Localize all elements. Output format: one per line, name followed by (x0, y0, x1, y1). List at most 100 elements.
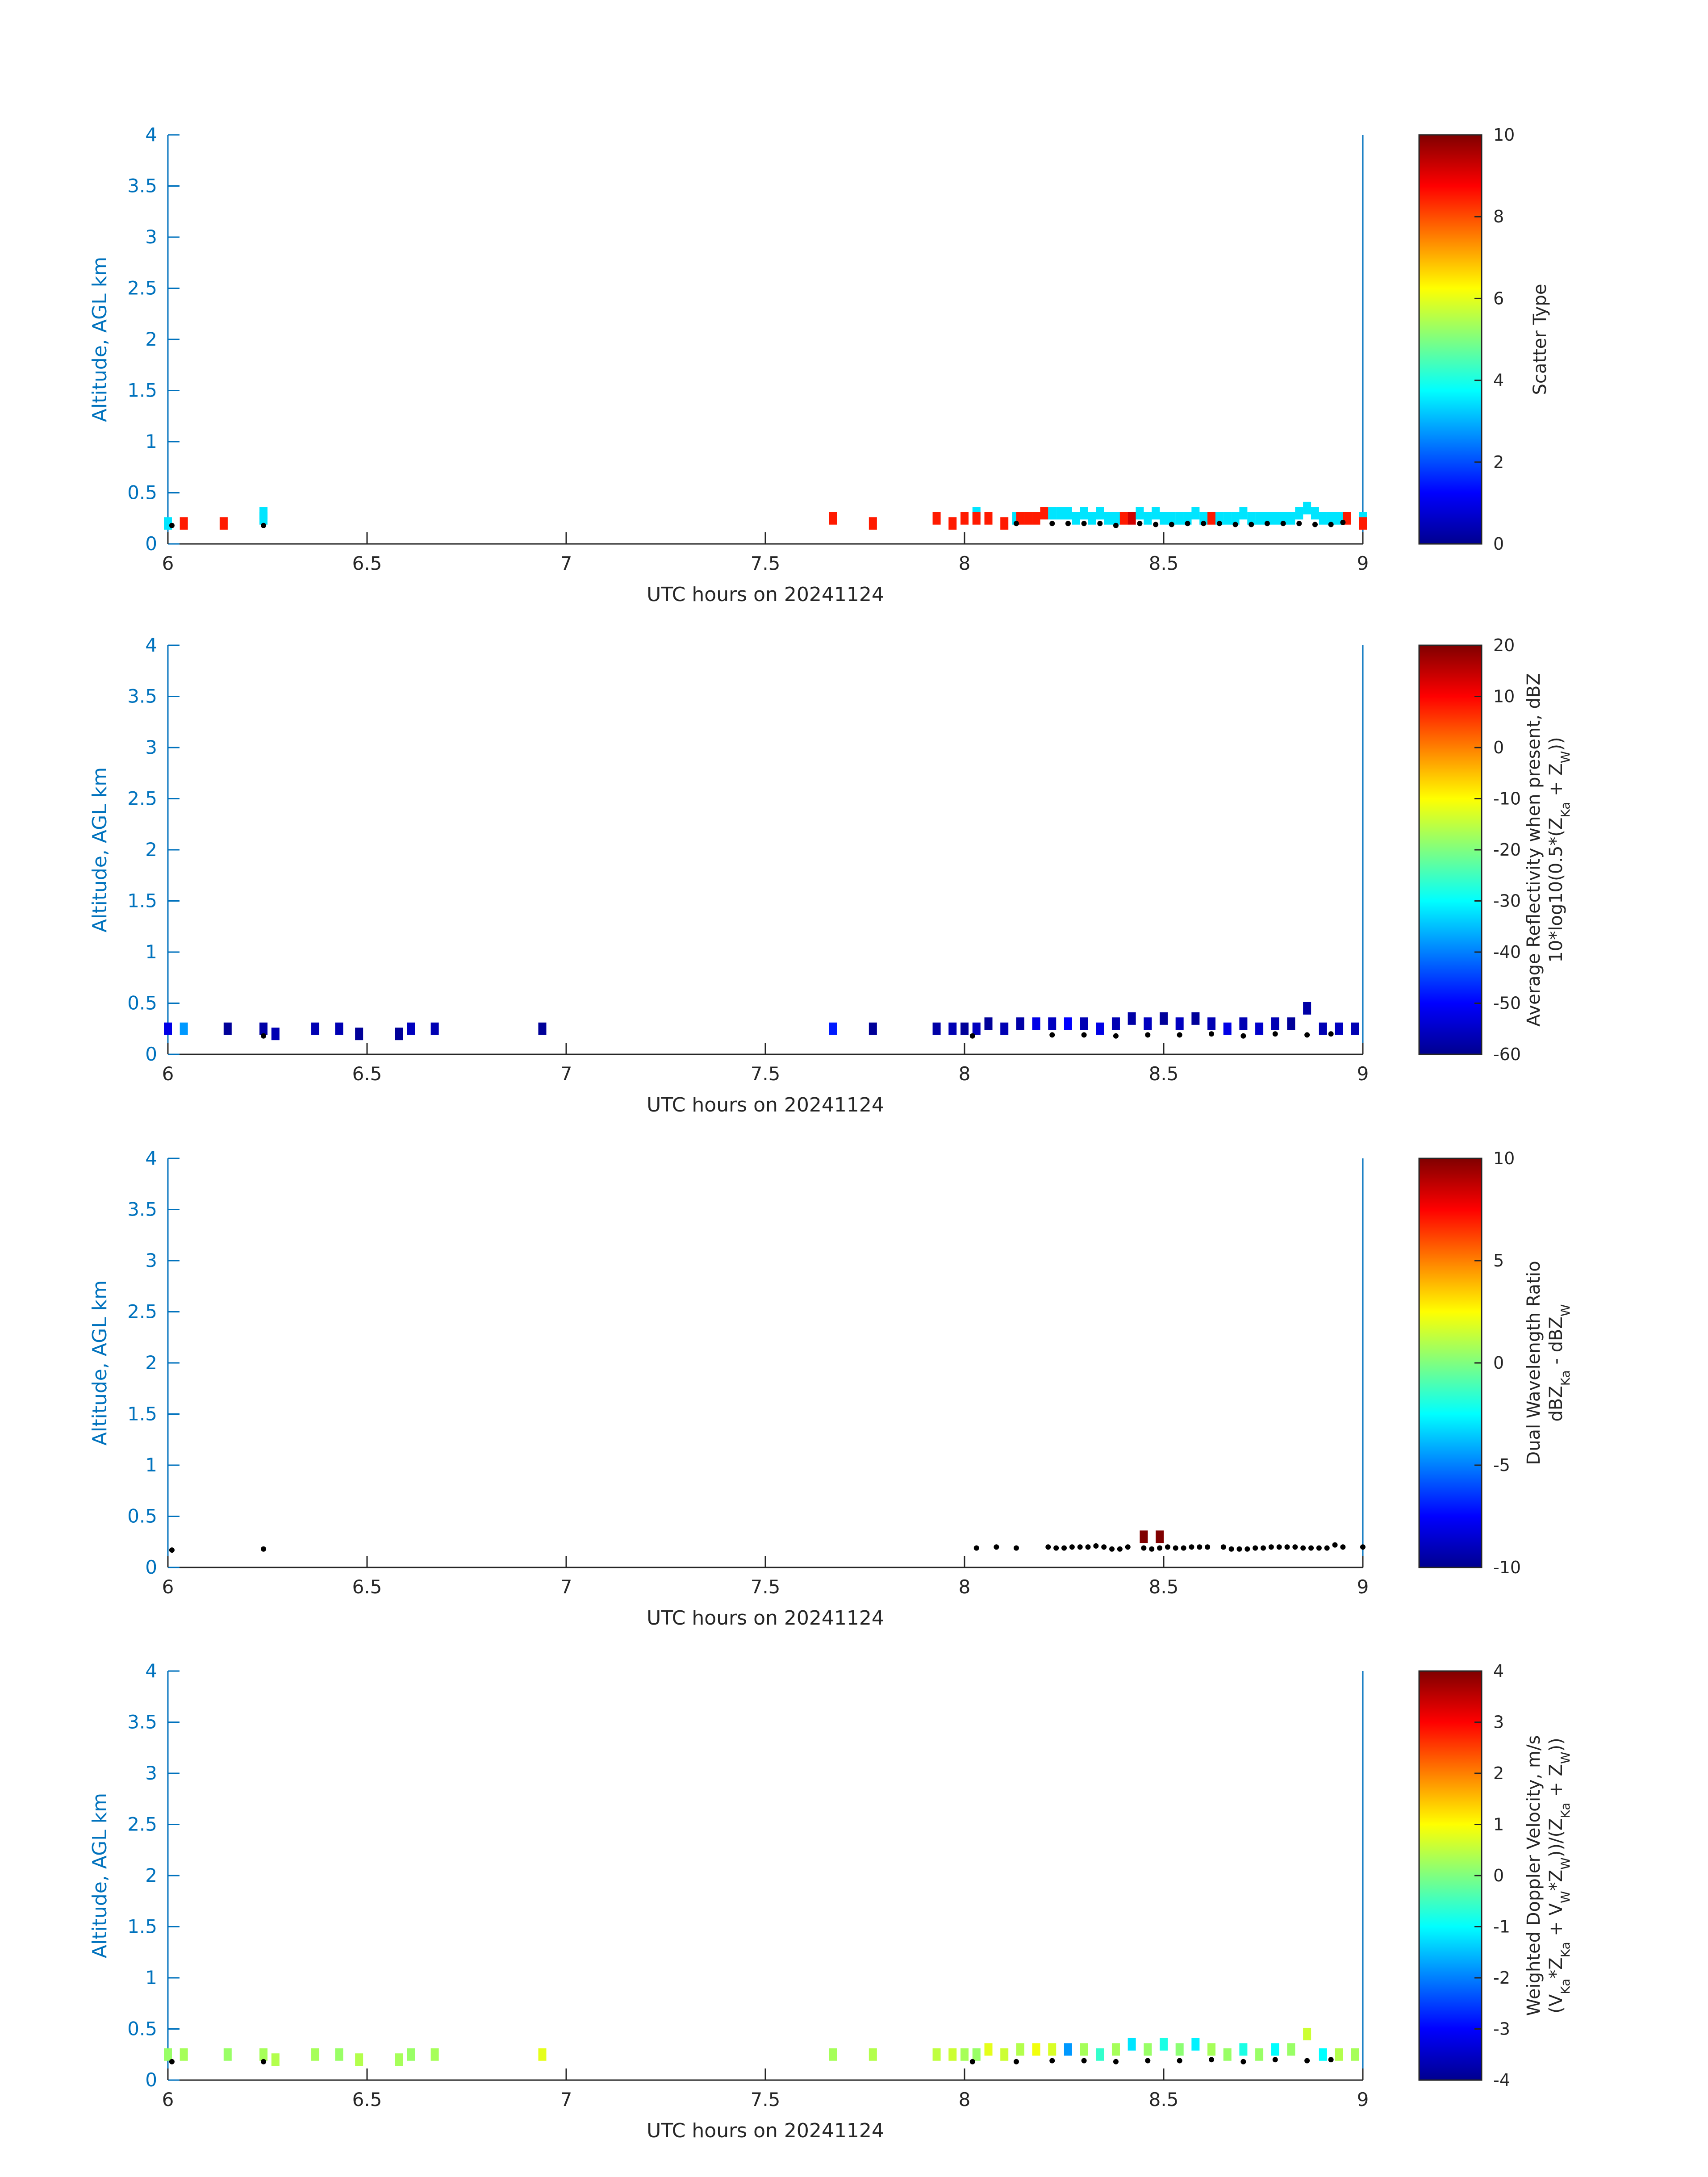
heatmap-cell (1000, 2048, 1009, 2061)
x-tick-label: 9 (1357, 1063, 1369, 1085)
heatmap-cell (960, 512, 969, 525)
ground-marker (1065, 521, 1071, 526)
x-tick-label: 6.5 (352, 2089, 382, 2110)
heatmap-cell (829, 1022, 837, 1035)
y-tick-label: 0.5 (127, 482, 157, 504)
heatmap-cell (1239, 2043, 1248, 2056)
colorbar-tick-label: -40 (1493, 942, 1521, 962)
ground-marker (1328, 2057, 1334, 2063)
heatmap-cell (259, 1022, 268, 1035)
x-tick-label: 6.5 (352, 552, 382, 574)
chart-panel-4: 0 0.5 1 1.5 2 2.5 3 3.5 4 6 6.5 7 7.5 8 8.5 9 UTC hours … (88, 1660, 1573, 2142)
ground-marker (1049, 521, 1055, 526)
ground-marker (1045, 1544, 1051, 1550)
heatmap-cell (932, 512, 941, 525)
y-tick-label: 3.5 (127, 1199, 157, 1220)
heatmap-cell (1080, 2043, 1088, 2056)
heatmap-cell (932, 2048, 941, 2061)
heatmap-cell (1136, 507, 1144, 520)
y-axis-label: Altitude, AGL km (88, 1793, 111, 1958)
ground-marker (1201, 521, 1207, 526)
heatmap-cell (311, 2048, 320, 2061)
ground-marker (1316, 1545, 1322, 1551)
ground-marker (1109, 1546, 1115, 1552)
x-tick-label: 9 (1357, 1576, 1369, 1598)
heatmap-cell (1111, 1017, 1120, 1030)
x-tick-label: 7.5 (751, 1063, 781, 1085)
heatmap-cell (1175, 1017, 1184, 1030)
colorbar-formula: (VKa*ZKa + VW*ZW))/(ZKa + ZW)) (1546, 1738, 1573, 2014)
heatmap-cell (932, 1022, 941, 1035)
y-tick-label: 3 (145, 736, 157, 758)
heatmap-cell (180, 1022, 188, 1035)
x-tick-label: 8 (959, 2089, 971, 2110)
heatmap-cell (869, 1022, 877, 1035)
ground-marker (1049, 1032, 1055, 1038)
heatmap-cell (972, 2048, 981, 2061)
ground-marker (1137, 521, 1143, 526)
y-tick-label: 2.5 (127, 788, 157, 810)
heatmap-cell (1048, 2043, 1057, 2056)
heatmap-cell (1319, 512, 1327, 525)
heatmap-cell (1335, 1022, 1343, 1035)
heatmap-cell (1351, 1022, 1359, 1035)
colorbar-tick-label: 3 (1493, 1713, 1504, 1732)
heatmap-cell (1359, 517, 1367, 530)
heatmap-cell (1239, 1017, 1248, 1030)
heatmap-cell (1207, 1017, 1216, 1030)
heatmap-cell (1223, 1022, 1232, 1035)
heatmap-cell (1128, 512, 1136, 525)
heatmap-cell (1263, 512, 1271, 525)
heatmap-cell (1160, 512, 1168, 525)
heatmap-cell (1303, 501, 1311, 514)
ground-marker (1253, 1545, 1258, 1551)
heatmap-cell (1111, 2043, 1120, 2056)
ground-marker (1049, 2058, 1055, 2064)
y-tick-label: 3 (145, 226, 157, 248)
heatmap-cell (223, 2048, 232, 2061)
colorbar-tick-label: 10 (1493, 1149, 1515, 1168)
heatmap-cell (1152, 507, 1160, 520)
heatmap-cell (1064, 1017, 1072, 1030)
colorbar-tick-label: 0 (1493, 1866, 1504, 1885)
x-tick-label: 7 (560, 2089, 572, 2110)
heatmap-cell (1064, 507, 1072, 520)
ground-marker (1244, 1546, 1250, 1552)
colorbar-formula: dBZKa - dBZW (1546, 1304, 1573, 1421)
heatmap-cell (1255, 2048, 1264, 2061)
heatmap-cell (1255, 512, 1264, 525)
heatmap-cell (829, 2048, 837, 2061)
heatmap-cell (395, 1028, 403, 1040)
ground-marker (1125, 1544, 1131, 1550)
ground-marker (1013, 2059, 1019, 2064)
ground-marker (969, 1033, 975, 1039)
heatmap-cell (180, 517, 188, 530)
x-tick-label: 6.5 (352, 1576, 382, 1598)
ground-marker (1268, 1544, 1274, 1550)
x-tick-label: 7.5 (751, 2089, 781, 2110)
y-tick-label: 2.5 (127, 277, 157, 299)
colorbar-label: Average Reflectivity when present, dBZ (1524, 673, 1544, 1026)
heatmap-cell (1199, 512, 1208, 525)
heatmap-cell (223, 1022, 232, 1035)
ground-marker (261, 2059, 267, 2064)
heatmap-cell (1144, 1017, 1152, 1030)
chart-panel-3: 0 0.5 1 1.5 2 2.5 3 3.5 4 6 6.5 7 7.5 8 8.5 9 UTC hours … (88, 1147, 1573, 1630)
y-tick-label: 3.5 (127, 175, 157, 197)
heatmap-cell (407, 1022, 415, 1035)
heatmap-cell (1303, 2027, 1311, 2040)
ground-marker (1113, 522, 1119, 528)
colorbar-tick-label: 10 (1493, 125, 1515, 145)
ground-marker (1324, 1545, 1330, 1551)
heatmap-cell (164, 1022, 172, 1035)
heatmap-cell (430, 1022, 439, 1035)
ground-marker (261, 522, 267, 528)
colorbar-tick-label: -30 (1493, 891, 1521, 911)
ground-marker (1081, 2058, 1087, 2064)
heatmap-cell (1191, 2038, 1200, 2051)
ground-marker (1284, 1544, 1290, 1550)
heatmap-cell (1032, 1017, 1040, 1030)
x-tick-label: 8.5 (1149, 2089, 1179, 2110)
heatmap-cell (538, 2048, 547, 2061)
heatmap-cell (1191, 507, 1200, 520)
